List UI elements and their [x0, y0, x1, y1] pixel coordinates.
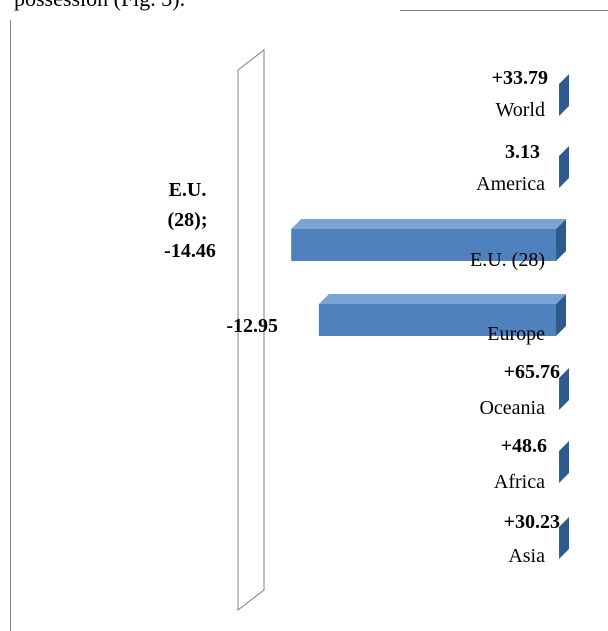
- bar-side-world: [559, 74, 570, 116]
- value-label-africa: +48.6: [501, 435, 547, 457]
- bar-front-europe: [318, 304, 557, 336]
- bar-side-oceania: [559, 368, 570, 410]
- eu-value-label: E.U. (28); -14.46: [164, 179, 216, 262]
- category-label-e-u-28: E.U. (28): [470, 249, 545, 271]
- bar-side-america: [559, 146, 570, 188]
- bar-side-africa: [559, 441, 570, 483]
- axis-wall: [237, 48, 265, 612]
- bar-side-asia: [559, 517, 570, 559]
- category-label-world: World: [496, 99, 546, 121]
- value-label-america: 3.13: [505, 141, 540, 163]
- bar-america: [559, 146, 570, 188]
- bar-top-e-u-28: [291, 219, 567, 229]
- category-label-asia: Asia: [508, 545, 545, 567]
- bars-group: [291, 74, 570, 559]
- bar-oceania: [559, 368, 570, 410]
- eu-value-label-line-2: (28);: [168, 209, 208, 231]
- header-text: possession (Fig. 3).: [14, 0, 185, 12]
- category-label-america: America: [476, 173, 545, 195]
- bar-front-e-u-28: [291, 229, 557, 261]
- bar-side-e-u-28: [556, 219, 567, 261]
- labels-group: +33.79 World 3.13 America E.U. (28) -12.95 Eur…: [226, 67, 560, 567]
- value-label-oceania: +65.76: [504, 361, 560, 383]
- bar-europe: [318, 294, 567, 336]
- eu-value-label-line-1: E.U.: [169, 179, 207, 201]
- category-label-oceania: Oceania: [479, 397, 545, 419]
- bar-e-u-28: [291, 219, 567, 261]
- value-label-europe: -12.95: [226, 315, 278, 337]
- bar-side-europe: [556, 294, 567, 336]
- bar-top-europe: [318, 294, 567, 304]
- bar-africa: [559, 441, 570, 483]
- bar-asia: [559, 517, 570, 559]
- eu-value-label-line-3: -14.46: [164, 240, 216, 262]
- category-label-africa: Africa: [494, 471, 545, 493]
- category-label-europe: Europe: [487, 323, 545, 345]
- value-label-asia: +30.23: [504, 511, 560, 533]
- bar-world: [559, 74, 570, 116]
- value-label-world: +33.79: [492, 67, 548, 89]
